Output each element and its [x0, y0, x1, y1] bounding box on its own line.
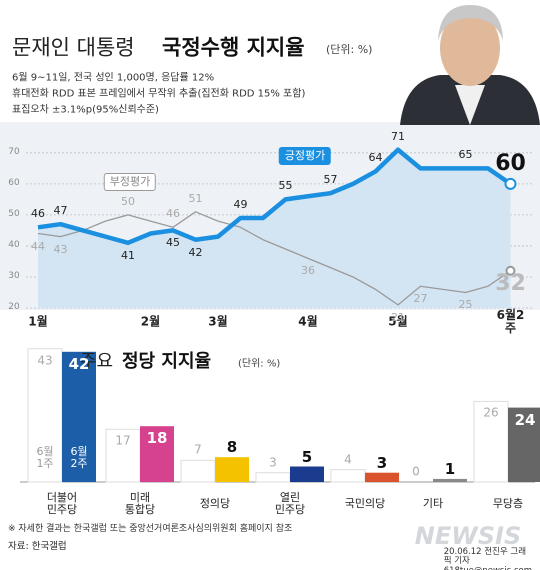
bar	[180, 459, 216, 483]
bar	[508, 407, 540, 482]
data-label: 65	[458, 148, 473, 162]
bar-title-bold: 정당 지지율	[122, 351, 212, 373]
data-label: 71	[391, 129, 405, 143]
data-label: 49	[233, 197, 248, 211]
shirt	[455, 85, 485, 125]
line	[37, 147, 512, 246]
x-tick-label: 열린 민주당	[274, 490, 306, 516]
data-label: 47	[53, 204, 68, 218]
bar	[365, 472, 399, 482]
y-tick-label: 20	[8, 302, 20, 313]
data-label: 57	[323, 173, 338, 187]
x-tick-label: 4월	[298, 314, 318, 329]
bar	[27, 348, 63, 483]
bar	[255, 472, 291, 483]
data-label: 60	[495, 150, 526, 176]
source: 자료: 한국갤럽	[8, 540, 67, 552]
legend-callout: 부정평가	[103, 172, 157, 192]
note: ※ 자세한 결과는 한국갤럽 또는 중앙선거여론조사심의위원회 홈페이지 참조	[8, 524, 293, 535]
y-tick-label: 60	[8, 177, 20, 188]
data-label: 17	[115, 433, 131, 448]
y-tick-label: 30	[8, 271, 20, 282]
data-label: 5	[301, 447, 313, 466]
data-label: 46	[166, 207, 180, 221]
series-label: 6월 2주	[70, 444, 88, 470]
x-tick-label: 기타	[422, 496, 444, 510]
data-label: 3	[376, 453, 388, 472]
x-tick-label: 5월	[388, 314, 408, 329]
data-label: 0	[412, 464, 420, 479]
hair	[438, 5, 503, 40]
bar-unit: (단위: %)	[238, 358, 281, 370]
area	[38, 149, 511, 308]
data-label: 21	[391, 310, 405, 324]
y-tick-label: 40	[8, 239, 20, 250]
data-label: 24	[514, 410, 536, 429]
end-marker	[504, 177, 517, 190]
data-label: 44	[31, 239, 45, 253]
photo	[400, 5, 540, 125]
data-label: 42	[68, 354, 90, 373]
x-tick-label: 국민의당	[344, 496, 386, 510]
data-label: 64	[368, 151, 383, 165]
data-label: 41	[121, 248, 135, 262]
data-label: 43	[37, 353, 53, 368]
bar	[140, 426, 174, 482]
title: 문재인 대통령	[12, 35, 135, 60]
data-label: 45	[166, 236, 180, 250]
y-tick-label: 70	[8, 146, 20, 157]
credit: 20.06.12 전진우 그래픽 기자 618tue@newsis.com	[443, 546, 532, 570]
data-label: 43	[53, 242, 68, 256]
x-tick-label: 6월2주	[496, 307, 525, 335]
note: 표집오차 ±3.1%p(95%신뢰수준)	[12, 104, 159, 116]
data-label: 51	[188, 191, 203, 205]
x-tick-label: 1월	[28, 314, 48, 329]
bar	[330, 469, 366, 483]
data-label: 8	[226, 437, 238, 456]
data-label: 55	[278, 179, 293, 193]
note: 휴대전화 RDD 표본 프레임에서 무작위 추출(집전화 RDD 15% 포함)	[12, 88, 306, 100]
data-label: 26	[483, 405, 499, 420]
end-marker	[505, 265, 516, 276]
x-tick-label: 정의당	[199, 496, 231, 510]
data-label: 50	[121, 194, 135, 208]
data-label: 46	[31, 207, 45, 221]
series-label: 6월 1주	[36, 444, 54, 470]
data-label: 42	[188, 245, 203, 259]
x-tick-label: 2월	[140, 314, 161, 329]
x-tick-label: 3월	[208, 314, 228, 329]
data-label: 1	[444, 459, 456, 478]
data-label: 32	[495, 270, 526, 296]
data-label: 4	[344, 452, 352, 466]
data-label: 25	[458, 298, 473, 312]
legend-callout: 긍정평가	[278, 146, 332, 166]
title-bold: 국정수행 지지율	[162, 35, 305, 60]
bar	[215, 457, 249, 482]
bar	[290, 466, 324, 482]
bar-title: 주요	[80, 351, 114, 373]
data-label: 3	[269, 455, 277, 470]
data-label: 36	[301, 264, 315, 278]
x-tick-label: 더불어 민주당	[46, 490, 78, 516]
data-label: 18	[146, 428, 168, 447]
line	[37, 211, 511, 306]
bar	[62, 351, 96, 482]
face	[440, 10, 500, 86]
unit: (단위: %)	[326, 42, 373, 56]
note: 6월 9~11일, 전국 성인 1,000명, 응답률 12%	[12, 72, 215, 84]
data-label: 7	[194, 442, 202, 457]
x-tick-label: 무당층	[492, 496, 524, 510]
bar	[105, 428, 141, 483]
y-tick-label: 50	[8, 208, 20, 219]
watermark: NEWSIS	[414, 521, 522, 550]
x-tick-label: 미래 통합당	[124, 490, 156, 516]
bar	[433, 478, 467, 482]
bar	[473, 400, 509, 483]
data-label: 27	[413, 292, 428, 306]
